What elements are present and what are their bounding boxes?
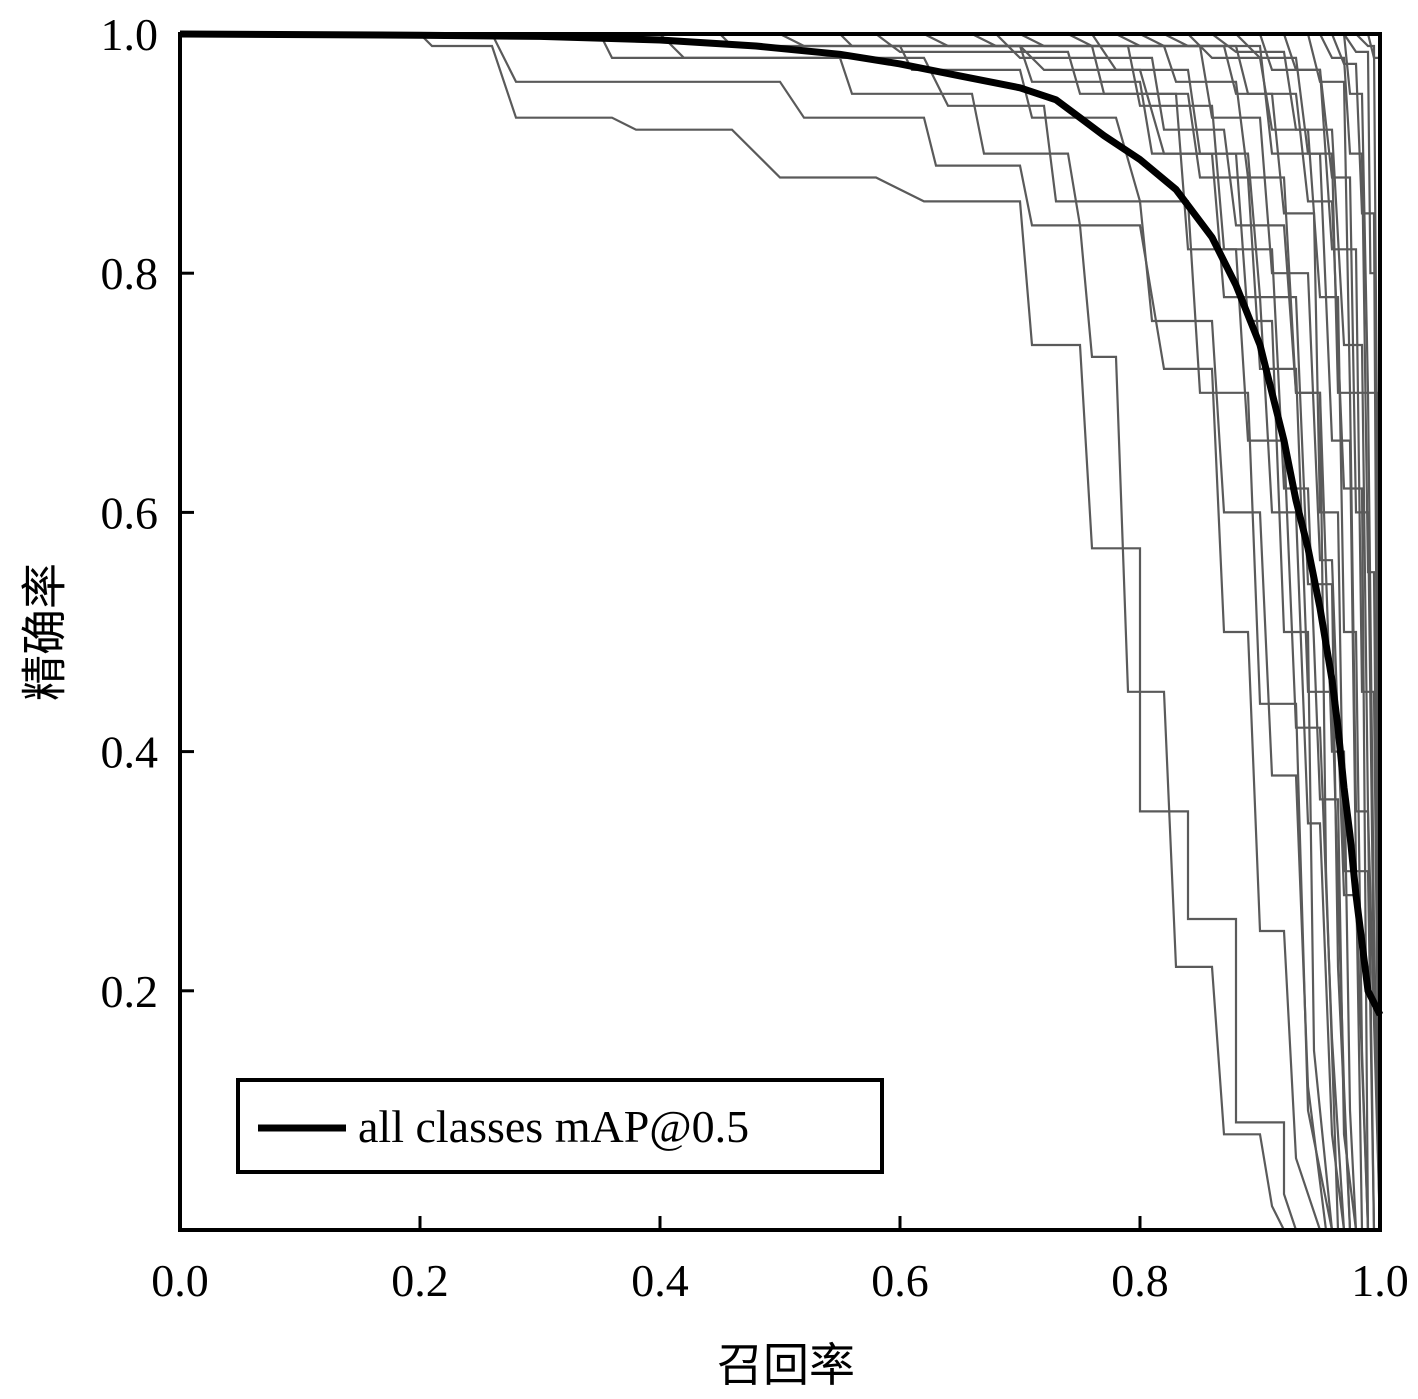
class-curve-1 xyxy=(180,32,1298,1231)
legend-label-all-classes: all classes mAP@0.5 xyxy=(358,1101,749,1152)
class-curve-28 xyxy=(180,32,1382,1231)
class-curve-10 xyxy=(180,32,1376,1231)
all-classes-curve xyxy=(179,30,1384,1017)
legend: all classes mAP@0.5 xyxy=(236,1078,884,1174)
class-curve-7 xyxy=(180,32,1358,1231)
class-curve-22 xyxy=(180,32,1382,1231)
class-curve-16 xyxy=(180,32,1346,1231)
class-curve-5 xyxy=(180,32,1346,1231)
class-curve-12 xyxy=(180,32,1382,1231)
x-tick-label: 0.2 xyxy=(391,1255,449,1306)
class-curve-26 xyxy=(180,32,1340,1231)
plot-frame xyxy=(178,32,1382,1232)
class-curve-13 xyxy=(180,32,1382,1231)
class-curve-18 xyxy=(180,32,1370,1231)
class-curve-20 xyxy=(180,32,1382,1231)
class-curve-17 xyxy=(180,32,1358,1231)
class-curve-4 xyxy=(180,32,1334,1231)
x-tick-label: 0.8 xyxy=(1111,1255,1169,1306)
class-curve-25 xyxy=(180,32,1352,1231)
class-curve-6 xyxy=(180,32,1352,1231)
class-curve-29 xyxy=(180,32,1382,1230)
x-tick-label: 1.0 xyxy=(1351,1255,1409,1306)
x-tick-label: 0.4 xyxy=(631,1255,689,1306)
y-axis-ticks: 0.2 0.4 0.6 0.8 1.0 xyxy=(101,9,194,1017)
class-curve-21 xyxy=(180,32,1382,1231)
class-curve-23 xyxy=(180,32,1382,1231)
y-tick-label: 1.0 xyxy=(101,9,159,60)
x-tick-label: 0.0 xyxy=(151,1255,209,1306)
y-tick-label: 0.4 xyxy=(101,727,159,778)
x-axis-label: 召回率 xyxy=(717,1340,855,1391)
class-curve-27 xyxy=(180,32,1334,1231)
class-curve-15 xyxy=(180,32,1328,1231)
class-curves xyxy=(180,32,1382,1231)
class-curve-11 xyxy=(180,32,1382,1231)
class-curve-24 xyxy=(180,32,1370,1231)
y-tick-label: 0.8 xyxy=(101,248,159,299)
x-axis-ticks: 0.0 0.2 0.4 0.6 0.8 1.0 xyxy=(151,1216,1409,1306)
class-curve-14 xyxy=(180,32,1382,1231)
class-curve-2 xyxy=(180,32,1285,1231)
all-classes-curve-layer xyxy=(179,30,1384,1017)
class-curve-9 xyxy=(180,32,1370,1231)
y-tick-label: 0.6 xyxy=(101,487,159,538)
y-tick-label: 0.2 xyxy=(101,966,159,1017)
x-tick-label: 0.6 xyxy=(871,1255,929,1306)
class-curve-3 xyxy=(180,32,1322,1231)
y-axis-label: 精确率 xyxy=(20,563,71,701)
class-curve-19 xyxy=(180,32,1376,1231)
